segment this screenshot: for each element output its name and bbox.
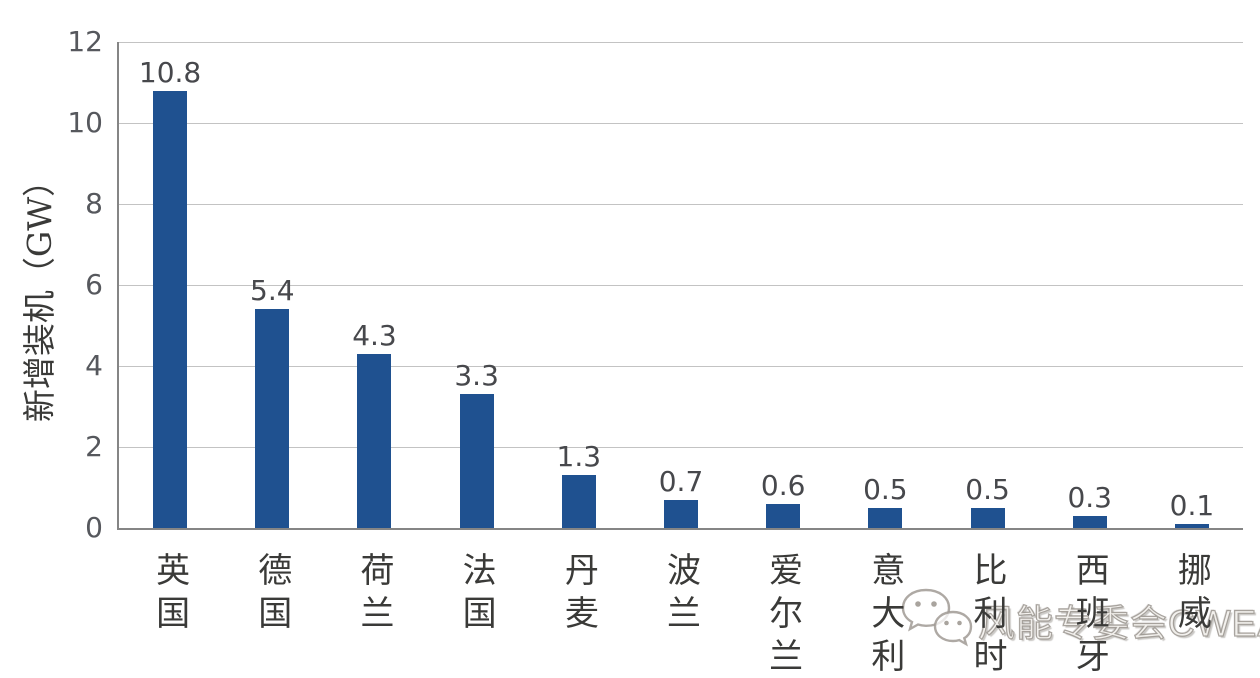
category-label: 德国 xyxy=(251,552,292,638)
bar xyxy=(459,394,494,528)
y-tick-label: 2 xyxy=(85,430,103,463)
bar-value-label: 5.4 xyxy=(250,274,295,307)
bar xyxy=(664,500,698,528)
category-label: 挪威 xyxy=(1171,552,1212,638)
bar xyxy=(766,504,801,528)
y-tick-label: 0 xyxy=(85,511,103,544)
bar-value-label: 0.5 xyxy=(965,473,1010,506)
category-label: 意大利 xyxy=(864,552,905,678)
y-tick-label: 10 xyxy=(67,106,103,139)
bar-value-label: 0.5 xyxy=(863,473,908,506)
category-label: 爱尔兰 xyxy=(762,552,803,678)
y-tick-label: 12 xyxy=(67,25,103,58)
bar xyxy=(868,508,903,528)
bar xyxy=(970,508,1005,528)
gridline xyxy=(119,284,1243,286)
bar-value-label: 10.8 xyxy=(138,56,202,89)
category-label: 丹麦 xyxy=(558,552,599,638)
gridline xyxy=(119,41,1243,43)
bar-value-label: 0.6 xyxy=(760,469,806,502)
bar xyxy=(153,91,188,528)
category-label: 法国 xyxy=(456,552,497,638)
bar xyxy=(561,475,596,528)
category-label: 英国 xyxy=(149,552,190,638)
bar-value-label: 0.3 xyxy=(1067,481,1112,514)
gridline xyxy=(119,203,1243,205)
category-label: 波兰 xyxy=(660,552,701,638)
bar xyxy=(1174,524,1209,528)
gridline xyxy=(119,122,1243,124)
gridline xyxy=(119,365,1243,367)
bar-value-label: 1.3 xyxy=(556,440,602,473)
category-label: 荷兰 xyxy=(353,552,394,638)
category-label: 西班牙 xyxy=(1069,552,1110,678)
category-label: 比利时 xyxy=(967,552,1008,678)
y-tick-label: 8 xyxy=(85,187,103,220)
y-tick-label: 4 xyxy=(85,349,103,382)
bar-value-label: 3.3 xyxy=(454,359,499,392)
gridline xyxy=(119,446,1243,448)
bar xyxy=(255,309,290,528)
y-tick-label: 6 xyxy=(85,268,103,301)
plot-area xyxy=(117,41,1243,530)
bar-value-label: 0.1 xyxy=(1169,489,1215,522)
bar xyxy=(357,354,392,528)
bar-value-label: 4.3 xyxy=(352,319,397,352)
watermark-text: 风能专委会CWEA xyxy=(977,602,1260,644)
bar-value-label: 0.7 xyxy=(658,465,704,498)
bar xyxy=(1072,516,1107,528)
